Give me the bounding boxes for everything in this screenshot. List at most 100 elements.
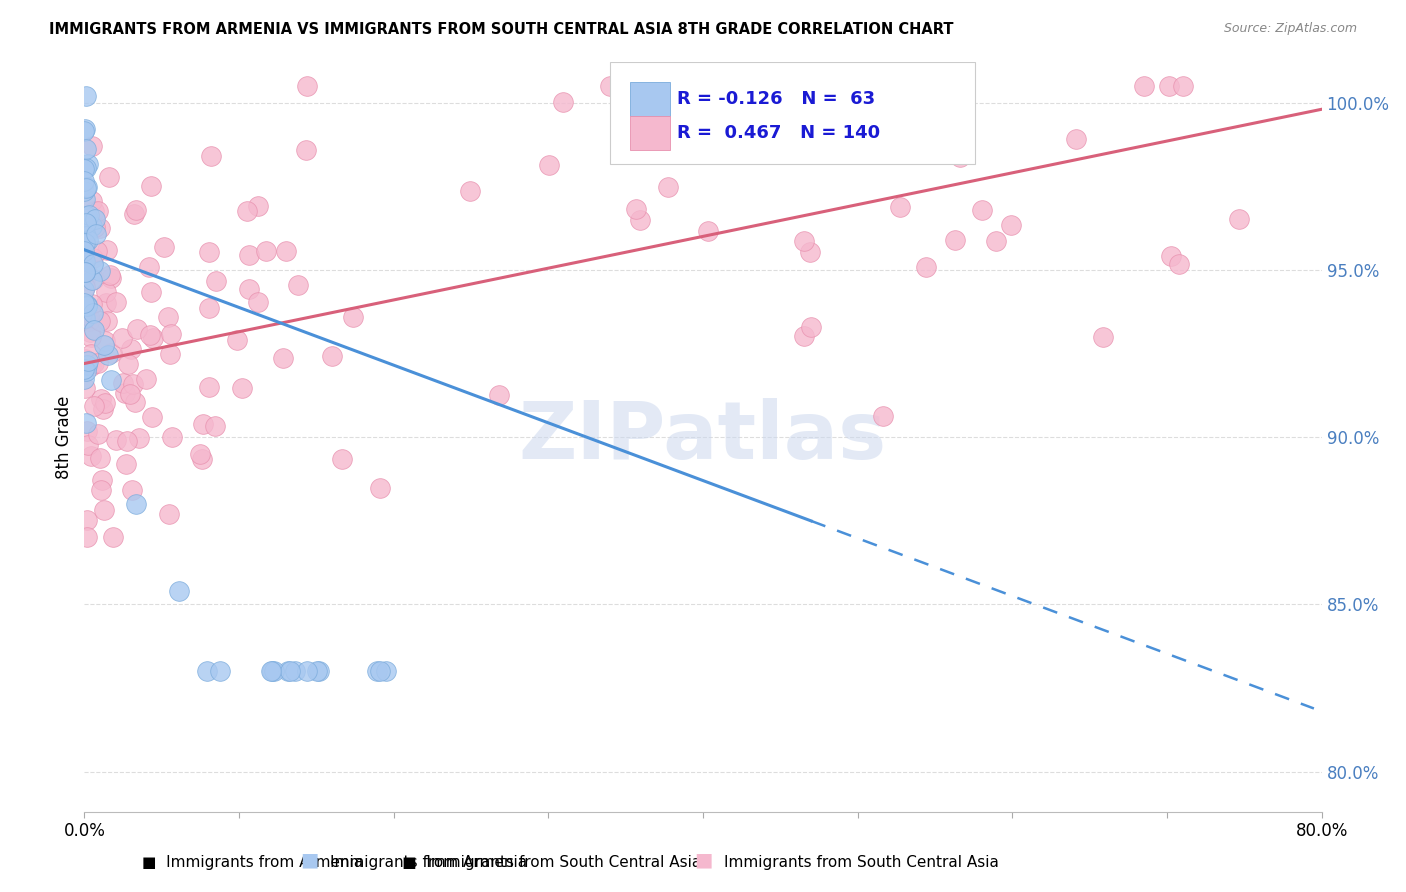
Point bbox=[1168, 257, 1191, 271]
Point bbox=[76, 298, 98, 312]
Point bbox=[90, 483, 112, 497]
Point bbox=[75, 224, 97, 238]
Point bbox=[277, 665, 299, 679]
Text: Immigrants from Armenia: Immigrants from Armenia bbox=[330, 855, 527, 870]
Point bbox=[76, 300, 98, 314]
Point bbox=[188, 447, 211, 461]
Point bbox=[77, 234, 100, 248]
Point bbox=[73, 124, 96, 138]
Point bbox=[96, 244, 118, 258]
Point bbox=[263, 665, 285, 679]
Point bbox=[75, 301, 97, 315]
Point bbox=[76, 531, 98, 545]
Point bbox=[368, 665, 391, 679]
Point bbox=[76, 514, 98, 528]
Point bbox=[254, 244, 277, 258]
Point bbox=[89, 264, 111, 278]
Point bbox=[247, 295, 270, 310]
Point bbox=[75, 263, 97, 277]
Text: ■: ■ bbox=[299, 851, 319, 870]
Point bbox=[139, 179, 162, 194]
Point bbox=[117, 358, 139, 372]
Point bbox=[73, 244, 96, 259]
Point bbox=[551, 95, 574, 109]
Point bbox=[949, 150, 972, 164]
Point bbox=[98, 169, 121, 184]
Y-axis label: 8th Grade: 8th Grade bbox=[55, 395, 73, 479]
Point bbox=[238, 248, 260, 262]
Point bbox=[97, 348, 120, 362]
Point bbox=[124, 394, 146, 409]
Point bbox=[98, 268, 121, 283]
Point bbox=[672, 133, 695, 147]
Point bbox=[96, 285, 118, 300]
Point bbox=[1000, 218, 1022, 232]
Point bbox=[80, 297, 103, 311]
Point bbox=[82, 257, 104, 271]
Point bbox=[157, 507, 180, 521]
Point bbox=[80, 330, 103, 344]
Point bbox=[972, 202, 994, 217]
Point bbox=[105, 294, 128, 309]
Point bbox=[205, 274, 228, 288]
Point bbox=[73, 265, 96, 279]
Point bbox=[75, 89, 97, 103]
Point bbox=[152, 240, 174, 254]
Point bbox=[139, 328, 162, 343]
Point bbox=[889, 201, 911, 215]
Point bbox=[294, 143, 316, 157]
Point bbox=[793, 329, 815, 343]
Point bbox=[159, 347, 181, 361]
Point bbox=[77, 208, 100, 222]
Point bbox=[75, 142, 97, 156]
Point bbox=[247, 199, 270, 213]
Point bbox=[915, 260, 938, 275]
Point bbox=[104, 434, 127, 448]
Point bbox=[76, 180, 98, 194]
Point bbox=[73, 265, 96, 279]
Point bbox=[191, 452, 214, 467]
Point bbox=[79, 359, 101, 373]
Point bbox=[77, 438, 100, 452]
Point bbox=[1171, 78, 1194, 93]
Point bbox=[121, 483, 143, 497]
Point bbox=[538, 158, 561, 172]
Point bbox=[75, 381, 97, 395]
Point bbox=[84, 211, 107, 226]
Point bbox=[79, 325, 101, 339]
Point bbox=[73, 283, 96, 297]
Point bbox=[800, 319, 823, 334]
Point bbox=[855, 94, 877, 108]
Point bbox=[287, 277, 309, 292]
Point bbox=[75, 305, 97, 319]
Point bbox=[1160, 249, 1182, 263]
Point bbox=[236, 204, 259, 219]
Point bbox=[657, 180, 679, 194]
Point bbox=[297, 78, 319, 93]
Point bbox=[82, 194, 104, 208]
Point bbox=[73, 253, 96, 268]
Point bbox=[624, 202, 647, 216]
Point bbox=[80, 219, 103, 234]
Point bbox=[73, 351, 96, 366]
Point bbox=[73, 371, 96, 385]
Point bbox=[87, 426, 110, 441]
Text: Immigrants from South Central Asia: Immigrants from South Central Asia bbox=[724, 855, 1000, 870]
Point bbox=[73, 184, 96, 198]
Point bbox=[799, 244, 821, 259]
Point bbox=[198, 380, 221, 394]
Point bbox=[89, 451, 111, 466]
Point bbox=[96, 296, 118, 310]
Point bbox=[271, 351, 294, 365]
Point bbox=[321, 349, 343, 363]
Point bbox=[368, 481, 391, 495]
Point bbox=[75, 364, 97, 378]
Point bbox=[73, 273, 96, 287]
Point bbox=[75, 228, 97, 243]
Point bbox=[83, 272, 105, 286]
Point bbox=[193, 417, 215, 431]
Point bbox=[260, 665, 283, 679]
Point bbox=[342, 310, 364, 325]
Point bbox=[75, 161, 97, 176]
Point bbox=[73, 219, 96, 233]
